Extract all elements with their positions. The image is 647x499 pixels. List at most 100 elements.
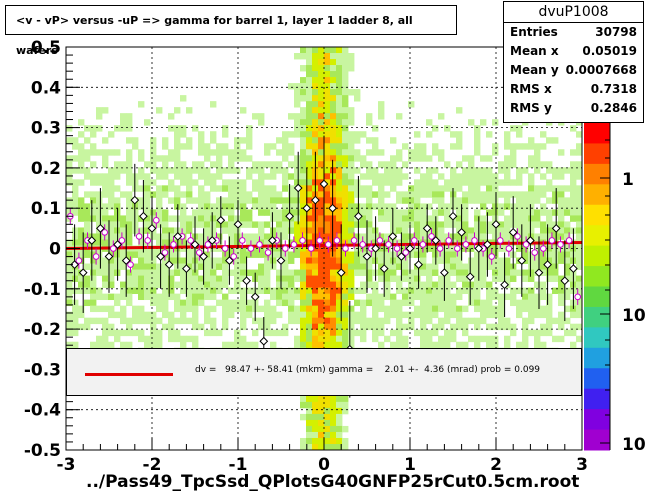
heatmap-cell bbox=[306, 47, 313, 54]
heatmap-cell bbox=[522, 221, 529, 228]
heatmap-cell bbox=[402, 287, 409, 295]
heatmap-cell bbox=[426, 305, 433, 313]
heatmap-cell bbox=[372, 323, 379, 331]
heatmap-cell bbox=[318, 185, 325, 192]
heatmap-cell bbox=[270, 197, 277, 204]
heatmap-cell bbox=[102, 329, 109, 337]
heatmap-cell bbox=[276, 215, 283, 222]
heatmap-cell bbox=[186, 191, 193, 198]
heatmap-cell bbox=[186, 269, 193, 276]
heatmap-cell bbox=[318, 269, 325, 276]
heatmap-cell bbox=[522, 293, 529, 301]
heatmap-cell bbox=[450, 323, 457, 331]
heatmap-cell bbox=[204, 281, 211, 288]
heatmap-cell bbox=[528, 251, 535, 258]
magenta-point bbox=[436, 245, 444, 252]
heatmap-cell bbox=[336, 425, 343, 433]
heatmap-cell bbox=[504, 155, 511, 162]
heatmap-cell bbox=[444, 305, 451, 313]
heatmap-cell bbox=[552, 233, 559, 240]
heatmap-cell bbox=[438, 209, 445, 216]
heatmap-cell bbox=[300, 443, 307, 451]
heatmap-cell bbox=[492, 173, 499, 180]
heatmap-cell bbox=[246, 173, 253, 180]
heatmap-cell bbox=[528, 311, 535, 319]
heatmap-cell bbox=[330, 233, 337, 240]
heatmap-cell bbox=[108, 305, 115, 313]
heatmap-cell bbox=[126, 197, 133, 204]
heatmap-cell bbox=[294, 335, 301, 343]
heatmap-cell bbox=[324, 155, 331, 162]
heatmap-cell bbox=[156, 221, 163, 228]
heatmap-cell bbox=[282, 323, 289, 331]
heatmap-cell bbox=[378, 323, 385, 331]
heatmap-cell bbox=[528, 329, 535, 337]
heatmap-cell bbox=[486, 281, 493, 288]
heatmap-cell bbox=[300, 269, 307, 276]
heatmap-cell bbox=[78, 155, 85, 162]
heatmap-cell bbox=[336, 323, 343, 331]
heatmap-cell bbox=[210, 233, 217, 240]
heatmap-cell bbox=[102, 275, 109, 282]
heatmap-cell bbox=[480, 197, 487, 204]
heatmap-cell bbox=[414, 209, 421, 216]
heatmap-cell bbox=[270, 173, 277, 180]
heatmap-cell bbox=[336, 329, 343, 337]
heatmap-cell bbox=[384, 251, 391, 258]
heatmap-cell bbox=[378, 341, 385, 349]
heatmap-cell bbox=[126, 161, 133, 168]
heatmap-cell bbox=[396, 113, 403, 120]
heatmap-cell bbox=[570, 125, 577, 132]
heatmap-cell bbox=[504, 323, 511, 331]
heatmap-cell bbox=[294, 317, 301, 325]
heatmap-cell bbox=[300, 119, 307, 126]
heatmap-cell bbox=[66, 209, 73, 216]
heatmap-cell bbox=[480, 335, 487, 343]
heatmap-cell bbox=[330, 155, 337, 162]
heatmap-cell bbox=[102, 269, 109, 276]
heatmap-cell bbox=[420, 317, 427, 325]
magenta-point bbox=[282, 245, 289, 252]
heatmap-cell bbox=[162, 143, 169, 150]
heatmap-cell bbox=[300, 395, 307, 403]
heatmap-cell bbox=[324, 95, 331, 102]
heatmap-cell bbox=[156, 317, 163, 325]
y-tick-label: -0.1 bbox=[24, 280, 61, 300]
heatmap-cell bbox=[84, 281, 91, 288]
heatmap-cell bbox=[438, 203, 445, 210]
black-point bbox=[431, 236, 441, 245]
heatmap-cell bbox=[558, 233, 565, 240]
heatmap-cell bbox=[474, 233, 481, 240]
heatmap-cell bbox=[306, 425, 313, 433]
heatmap-cell bbox=[528, 305, 535, 313]
heatmap-cell bbox=[480, 275, 487, 282]
heatmap-cell bbox=[426, 269, 433, 276]
heatmap-cell bbox=[408, 299, 415, 307]
heatmap-cell bbox=[168, 167, 175, 174]
heatmap-cell bbox=[414, 167, 421, 174]
heatmap-cell bbox=[288, 311, 295, 319]
heatmap-cell bbox=[474, 293, 481, 301]
heatmap-cell bbox=[504, 233, 511, 240]
heatmap-cell bbox=[216, 287, 223, 295]
heatmap-cell bbox=[252, 245, 259, 252]
heatmap-cell bbox=[138, 101, 145, 108]
heatmap-cell bbox=[552, 269, 559, 276]
heatmap-cell bbox=[462, 167, 469, 174]
heatmap-cell bbox=[420, 203, 427, 210]
heatmap-cell bbox=[252, 197, 259, 204]
heatmap-cell bbox=[336, 101, 343, 108]
heatmap-cell bbox=[486, 197, 493, 204]
heatmap-cell bbox=[330, 425, 337, 433]
heatmap-cell bbox=[246, 191, 253, 198]
heatmap-cell bbox=[378, 233, 385, 240]
heatmap-cell bbox=[342, 407, 349, 415]
heatmap-cell bbox=[288, 185, 295, 192]
heatmap-cell bbox=[534, 149, 541, 156]
heatmap-cell bbox=[132, 311, 139, 319]
heatmap-cell bbox=[528, 155, 535, 162]
heatmap-cell bbox=[552, 263, 559, 270]
heatmap-cell bbox=[120, 191, 127, 198]
heatmap-cell bbox=[108, 323, 115, 331]
heatmap-cell bbox=[318, 113, 325, 120]
